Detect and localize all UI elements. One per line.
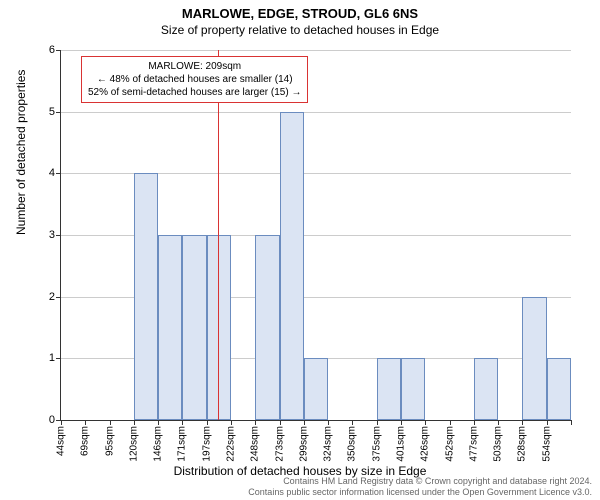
histogram-bar xyxy=(182,235,206,420)
y-tick-mark xyxy=(56,297,61,298)
x-tick-mark xyxy=(352,420,353,425)
histogram-bar xyxy=(377,358,401,420)
footer-line-1: Contains HM Land Registry data © Crown c… xyxy=(248,476,592,487)
x-tick-mark xyxy=(134,420,135,425)
histogram-bar xyxy=(280,112,304,420)
x-tick-mark xyxy=(182,420,183,425)
x-tick-label: 324sqm xyxy=(323,426,334,462)
x-tick-mark xyxy=(61,420,62,425)
x-tick-label: 197sqm xyxy=(201,426,212,462)
chart-subtitle: Size of property relative to detached ho… xyxy=(0,21,600,37)
y-tick-mark xyxy=(56,112,61,113)
x-tick-label: 554sqm xyxy=(541,426,552,462)
histogram-bar xyxy=(304,358,328,420)
x-tick-label: 273sqm xyxy=(274,426,285,462)
histogram-bar xyxy=(158,235,182,420)
histogram-bar xyxy=(522,297,546,420)
x-tick-label: 69sqm xyxy=(80,426,91,456)
x-tick-mark xyxy=(255,420,256,425)
x-tick-mark xyxy=(474,420,475,425)
x-tick-label: 146sqm xyxy=(153,426,164,462)
x-tick-mark xyxy=(158,420,159,425)
x-tick-label: 248sqm xyxy=(250,426,261,462)
x-tick-label: 503sqm xyxy=(493,426,504,462)
annotation-line-1: ← 48% of detached houses are smaller (14… xyxy=(88,73,301,86)
x-tick-mark xyxy=(498,420,499,425)
y-tick-mark xyxy=(56,173,61,174)
x-tick-mark xyxy=(522,420,523,425)
x-tick-label: 171sqm xyxy=(177,426,188,462)
x-tick-label: 375sqm xyxy=(371,426,382,462)
histogram-bar xyxy=(401,358,425,420)
x-tick-label: 426sqm xyxy=(420,426,431,462)
x-tick-label: 299sqm xyxy=(298,426,309,462)
x-tick-label: 350sqm xyxy=(347,426,358,462)
x-tick-mark xyxy=(110,420,111,425)
y-tick-label: 0 xyxy=(49,414,55,426)
y-tick-label: 3 xyxy=(49,229,55,241)
x-tick-mark xyxy=(450,420,451,425)
plot-area: 012345644sqm69sqm95sqm120sqm146sqm171sqm… xyxy=(60,50,571,421)
x-tick-mark xyxy=(547,420,548,425)
x-tick-label: 452sqm xyxy=(444,426,455,462)
y-tick-mark xyxy=(56,50,61,51)
x-tick-mark xyxy=(304,420,305,425)
footer-attribution: Contains HM Land Registry data © Crown c… xyxy=(248,476,592,498)
x-tick-label: 95sqm xyxy=(104,426,115,456)
x-tick-label: 401sqm xyxy=(396,426,407,462)
x-tick-mark xyxy=(571,420,572,425)
histogram-bar xyxy=(134,173,158,420)
x-tick-mark xyxy=(377,420,378,425)
y-tick-mark xyxy=(56,235,61,236)
x-tick-label: 44sqm xyxy=(56,426,67,456)
chart-title: MARLOWE, EDGE, STROUD, GL6 6NS xyxy=(0,0,600,21)
chart-container: MARLOWE, EDGE, STROUD, GL6 6NS Size of p… xyxy=(0,0,600,500)
x-tick-mark xyxy=(401,420,402,425)
y-tick-label: 5 xyxy=(49,106,55,118)
histogram-bar xyxy=(547,358,571,420)
reference-line xyxy=(218,50,219,420)
x-tick-mark xyxy=(231,420,232,425)
histogram-bar xyxy=(474,358,498,420)
y-axis-label: Number of detached properties xyxy=(14,70,28,235)
grid-line xyxy=(61,112,571,113)
y-tick-mark xyxy=(56,358,61,359)
y-tick-label: 6 xyxy=(49,44,55,56)
y-tick-label: 1 xyxy=(49,352,55,364)
annotation-box: MARLOWE: 209sqm← 48% of detached houses … xyxy=(81,56,308,103)
annotation-line-2: 52% of semi-detached houses are larger (… xyxy=(88,86,301,99)
x-tick-mark xyxy=(85,420,86,425)
footer-line-2: Contains public sector information licen… xyxy=(248,487,592,498)
x-tick-mark xyxy=(425,420,426,425)
grid-line xyxy=(61,50,571,51)
x-tick-label: 528sqm xyxy=(517,426,528,462)
histogram-bar xyxy=(255,235,279,420)
x-tick-label: 222sqm xyxy=(226,426,237,462)
x-tick-mark xyxy=(328,420,329,425)
x-tick-label: 477sqm xyxy=(468,426,479,462)
annotation-title: MARLOWE: 209sqm xyxy=(88,60,301,73)
x-tick-mark xyxy=(207,420,208,425)
x-tick-label: 120sqm xyxy=(128,426,139,462)
y-tick-label: 4 xyxy=(49,167,55,179)
y-tick-label: 2 xyxy=(49,291,55,303)
x-tick-mark xyxy=(280,420,281,425)
